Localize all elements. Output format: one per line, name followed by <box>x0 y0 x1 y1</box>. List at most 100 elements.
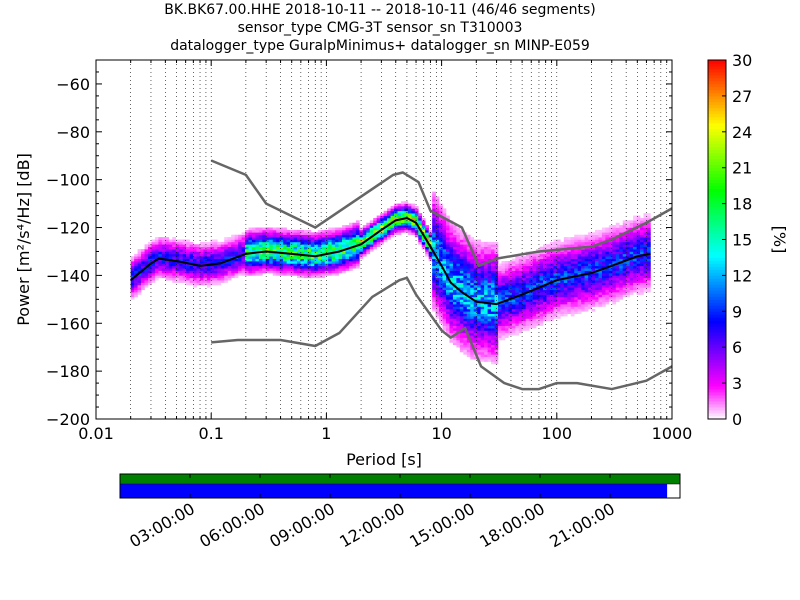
heatmap-cell <box>480 280 485 283</box>
heatmap-cell <box>210 277 215 281</box>
heatmap-cell <box>435 234 440 238</box>
heatmap-cell <box>303 261 308 264</box>
heatmap-cell <box>435 237 440 240</box>
heatmap-cell <box>491 318 495 322</box>
heatmap-cell <box>605 301 610 305</box>
heatmap-cell <box>442 222 447 226</box>
heatmap-cell <box>456 227 461 231</box>
heatmap-cell <box>591 263 596 267</box>
heatmap-cell <box>622 253 627 257</box>
heatmap-cell <box>581 289 585 293</box>
heatmap-cell <box>297 263 301 267</box>
heatmap-cell <box>452 244 457 247</box>
heatmap-cell <box>584 241 589 245</box>
heatmap-cell <box>532 289 537 293</box>
heatmap-cell <box>331 237 336 240</box>
heatmap-cell <box>591 289 596 293</box>
heatmap-cell <box>213 270 218 274</box>
heatmap-cell <box>439 313 443 317</box>
heatmap-cell <box>497 304 502 307</box>
heatmap-cell <box>390 210 395 214</box>
heatmap-cell <box>477 296 481 300</box>
heatmap-cell <box>480 330 485 334</box>
heatmap-cell <box>331 246 336 250</box>
heatmap-cell <box>262 256 267 259</box>
heatmap-cell <box>345 256 350 259</box>
heatmap-cell <box>646 213 651 216</box>
heatmap-cell <box>286 234 291 238</box>
heatmap-cell <box>432 256 436 259</box>
heatmap-cell <box>477 294 481 298</box>
colorbar-segment <box>708 368 726 372</box>
heatmap-cell <box>380 239 384 243</box>
heatmap-cell <box>497 275 502 279</box>
heatmap-cell <box>515 287 520 291</box>
heatmap-cell <box>518 280 523 283</box>
heatmap-cell <box>154 249 159 252</box>
heatmap-cell <box>196 261 201 264</box>
heatmap-cell <box>359 232 364 236</box>
heatmap-cell <box>584 263 589 267</box>
heatmap-cell <box>473 292 478 295</box>
colorbar-segment <box>708 410 726 414</box>
heatmap-cell <box>511 299 516 303</box>
heatmap-cell <box>134 292 138 295</box>
heatmap-cell <box>504 282 509 286</box>
heatmap-cell <box>588 234 592 238</box>
heatmap-cell <box>355 251 360 255</box>
heatmap-cell <box>622 261 627 264</box>
heatmap-cell <box>497 311 502 314</box>
heatmap-cell <box>477 282 481 286</box>
heatmap-cell <box>213 280 218 283</box>
heatmap-cell <box>633 237 637 240</box>
heatmap-cell <box>425 244 429 247</box>
heatmap-cell <box>477 301 481 305</box>
heatmap-cell <box>515 289 520 293</box>
heatmap-cell <box>269 234 274 238</box>
heatmap-cell <box>633 246 637 250</box>
heatmap-cell <box>605 287 610 291</box>
heatmap-cell <box>470 289 475 293</box>
colorbar-segment <box>708 209 726 213</box>
heatmap-cell <box>497 284 502 288</box>
heatmap-cell <box>470 299 475 303</box>
heatmap-cell <box>245 234 249 238</box>
heatmap-cell <box>508 301 513 305</box>
heatmap-cell <box>272 249 277 252</box>
heatmap-cell <box>636 241 641 245</box>
heatmap-cell <box>452 294 457 298</box>
heatmap-cell <box>314 239 319 243</box>
heatmap-cell <box>428 253 433 257</box>
heatmap-cell <box>290 229 294 233</box>
heatmap-cell <box>640 241 644 245</box>
heatmap-cell <box>380 232 384 236</box>
heatmap-cell <box>449 294 454 298</box>
heatmap-cell <box>248 244 253 247</box>
heatmap-cell <box>577 311 582 314</box>
heatmap-cell <box>459 332 464 336</box>
heatmap-cell <box>449 280 454 283</box>
heatmap-cell <box>432 239 436 243</box>
heatmap-cell <box>324 265 329 269</box>
heatmap-cell <box>529 277 533 281</box>
heatmap-cell <box>348 253 353 257</box>
colorbar-segment <box>708 146 726 151</box>
heatmap-cell <box>577 282 582 286</box>
heatmap-cell <box>612 280 617 283</box>
heatmap-cell <box>227 249 232 252</box>
heatmap-cell <box>612 284 617 288</box>
heatmap-cell <box>283 244 287 247</box>
heatmap-cell <box>182 258 187 262</box>
colorbar-segment <box>708 407 726 411</box>
heatmap-cell <box>262 229 267 233</box>
colorbar-segment <box>708 248 726 252</box>
heatmap-cell <box>477 320 481 324</box>
heatmap-cell <box>355 265 360 269</box>
colorbar-segment <box>708 119 726 124</box>
heatmap-cell <box>154 268 159 271</box>
heatmap-cell <box>418 220 423 224</box>
heatmap-cell <box>297 273 301 276</box>
heatmap-cell <box>189 265 194 269</box>
heatmap-cell <box>598 251 603 255</box>
heatmap-cell <box>508 318 513 322</box>
